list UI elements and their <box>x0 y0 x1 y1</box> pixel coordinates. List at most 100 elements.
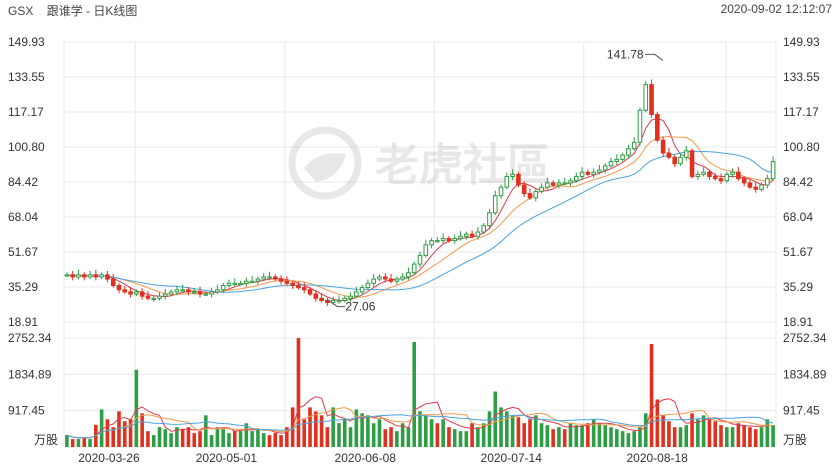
volume-bar <box>649 344 654 447</box>
volume-bar <box>134 369 139 447</box>
volume-bar <box>244 423 249 447</box>
candle-body <box>238 282 243 286</box>
candle-body <box>110 278 116 286</box>
volume-bar <box>545 425 550 447</box>
volume-bar <box>389 427 393 447</box>
candle-body <box>319 297 324 301</box>
annotation-high-label: 141.78 <box>607 47 644 61</box>
price-tick-label-left: 100.80 <box>8 140 45 154</box>
candle-body <box>573 175 579 182</box>
price-tick-label-left: 133.55 <box>8 70 45 84</box>
candle-body <box>209 291 214 295</box>
candle-body <box>608 161 614 167</box>
candle-body <box>325 299 330 304</box>
candle-body <box>423 244 429 257</box>
price-tick-label-right: 35.29 <box>783 280 813 294</box>
candle-body <box>683 150 689 158</box>
candle-body <box>151 297 157 300</box>
date-tick-label: 2020-07-14 <box>481 451 543 465</box>
volume-bar <box>742 425 746 447</box>
candle-body <box>365 282 371 289</box>
candle-body <box>521 184 527 195</box>
volume-bar <box>314 411 318 447</box>
volume-axes: 2752.34 2752.34 1834.89 1834.89 917.45 917.45 <box>8 331 827 418</box>
watermark: 老虎社區 <box>288 126 551 200</box>
candle-body <box>649 84 654 116</box>
volume-bar <box>209 435 214 447</box>
candle-body <box>105 274 110 280</box>
chart-subtitle: 跟谁学 - 日K线图 <box>46 4 138 18</box>
volume-bar <box>296 338 301 447</box>
volume-bar <box>505 411 509 447</box>
watermark-logo-icon <box>288 126 362 200</box>
candle-body <box>64 274 70 277</box>
candle-body <box>655 114 660 141</box>
annotation-leader <box>644 53 664 61</box>
candle-body <box>87 274 93 278</box>
volume-bar <box>325 427 330 447</box>
volume-bar <box>238 431 243 447</box>
volume-bar <box>725 427 729 447</box>
volume-tick-label-right: 1834.89 <box>783 367 827 381</box>
candle-body <box>516 173 521 186</box>
volume-bar <box>371 423 376 447</box>
volume-bar <box>452 429 457 447</box>
candle-body <box>475 231 481 237</box>
volume-tick-label-right: 917.45 <box>783 404 820 418</box>
candle-body <box>174 289 180 293</box>
volume-bar <box>458 431 463 447</box>
candle-body <box>707 171 712 177</box>
volume-bar <box>499 407 503 447</box>
volume-bar <box>470 423 474 447</box>
candle-body <box>724 173 730 182</box>
candle-body <box>481 225 486 233</box>
candle-body <box>359 287 365 293</box>
watermark-logo-mark <box>304 153 346 182</box>
candle-body <box>556 182 562 186</box>
volume-bar <box>279 435 283 447</box>
volume-bar <box>319 415 324 447</box>
candle-body <box>400 276 405 280</box>
volume-bar <box>643 413 648 447</box>
candle-body <box>643 84 649 111</box>
volume-bar <box>342 419 347 447</box>
candle-body <box>186 289 191 293</box>
candle-body <box>492 195 498 214</box>
candle-body <box>99 274 104 278</box>
candle-body <box>631 141 637 150</box>
candle-body <box>701 171 706 175</box>
candle-body <box>76 274 81 278</box>
volume-bar <box>678 427 683 447</box>
volume-bar <box>122 421 127 447</box>
volume-bar <box>487 411 492 447</box>
volume-bar <box>412 342 417 447</box>
volume-bar <box>771 425 775 447</box>
volume-bar <box>128 419 133 447</box>
volume-bar <box>377 419 382 447</box>
volume-bar <box>117 411 121 447</box>
candle-body <box>678 156 683 165</box>
candle-body <box>666 152 672 158</box>
volume-bar <box>82 437 87 447</box>
volume-bar <box>227 433 231 447</box>
candle-body <box>255 278 261 282</box>
volume-bar <box>285 427 289 447</box>
volume-bar <box>175 427 179 447</box>
candle-body <box>220 284 226 291</box>
volume-bar <box>655 399 660 447</box>
volume-bar <box>308 407 312 447</box>
candle-body <box>272 276 278 280</box>
volume-bar <box>221 429 225 447</box>
volume-ma5-line <box>66 396 774 439</box>
volume-bar <box>337 423 341 447</box>
price-tick-label-right: 117.17 <box>783 105 819 119</box>
candle-body <box>458 235 463 239</box>
volume-bar <box>186 427 191 447</box>
volume-bar <box>730 427 735 447</box>
price-tick-label-right: 84.42 <box>783 175 813 189</box>
grid <box>63 41 777 448</box>
candle-body <box>712 175 718 180</box>
candle-body <box>452 237 458 242</box>
volume-bar <box>765 419 770 447</box>
volume-bar <box>418 411 422 447</box>
